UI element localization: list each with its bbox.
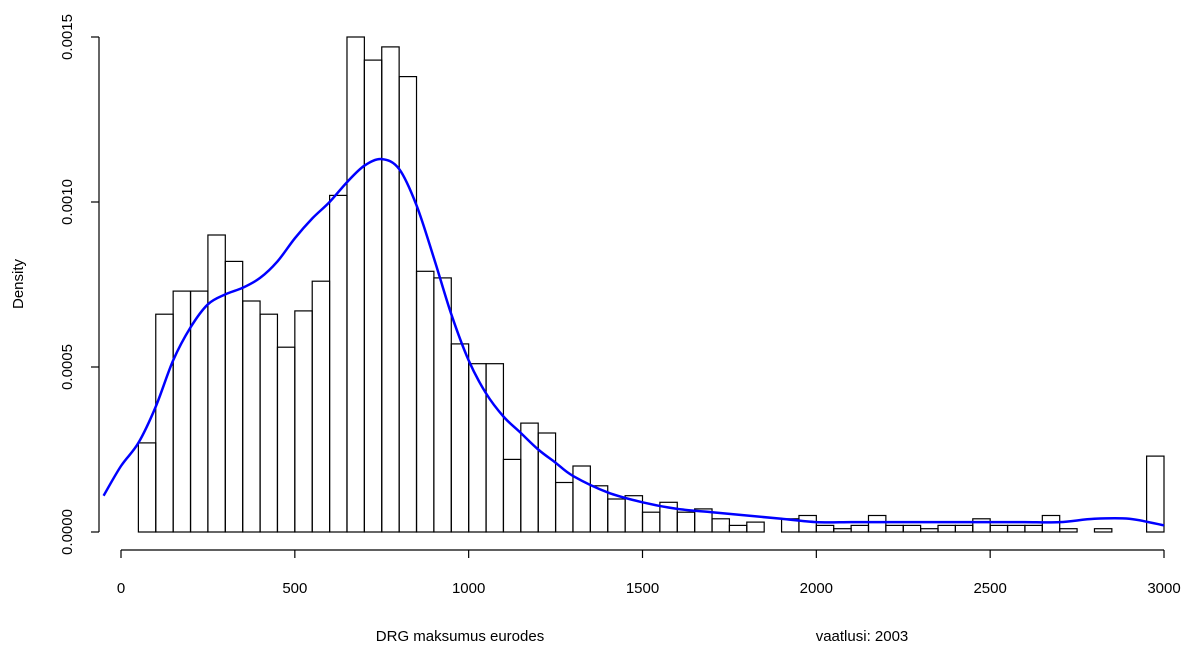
histogram-bar (572, 465, 591, 533)
histogram-bar (450, 343, 470, 533)
x-axis-label: DRG maksumus eurodes (376, 628, 544, 645)
y-tick-label: 0.0000 (59, 509, 76, 555)
histogram-bar (972, 518, 991, 533)
y-tick-label: 0.0015 (59, 14, 76, 60)
y-tick-label: 0.0010 (59, 179, 76, 225)
histogram-bar (433, 277, 452, 533)
x-tick-label: 3000 (1147, 580, 1180, 597)
histogram-bar (520, 422, 539, 533)
histogram-bar (294, 310, 313, 533)
histogram-bar (937, 524, 956, 533)
histogram-bar (242, 300, 261, 533)
histogram-bar (554, 481, 574, 533)
histogram-bar (1006, 524, 1026, 533)
histogram-bar (172, 290, 192, 533)
histogram-bar (798, 514, 817, 533)
histogram-bar (1146, 455, 1165, 533)
histogram-bar (224, 260, 244, 533)
histogram-bar (502, 458, 522, 533)
histogram-bar (259, 313, 279, 533)
histogram-bar (989, 524, 1009, 533)
x-tick-label: 2000 (800, 580, 833, 597)
histogram-bar (885, 524, 904, 533)
histogram-bar (1024, 524, 1043, 533)
histogram-bar (155, 313, 174, 533)
histogram-bar (1041, 514, 1061, 533)
y-axis: 0.0000 0.0005 0.0010 0.0015 (59, 14, 100, 555)
x-tick-label: 500 (282, 580, 307, 597)
histogram-bar (329, 194, 348, 533)
histogram-bar (902, 524, 922, 533)
histogram-bar (867, 514, 887, 533)
histogram-bar (537, 432, 557, 533)
histogram-bar (815, 524, 835, 533)
histogram-bar (311, 280, 331, 533)
histogram-bar (381, 46, 400, 533)
histogram-bar (954, 524, 974, 533)
histogram-bar (363, 59, 383, 533)
histogram-bar (207, 234, 226, 533)
histogram-bar (137, 442, 157, 533)
histogram-bars (137, 36, 1165, 533)
histogram-bar (676, 511, 696, 533)
histogram-bar (1059, 528, 1078, 533)
histogram-bar (728, 524, 748, 533)
density-curve (102, 157, 1165, 527)
histogram-bar (746, 521, 765, 533)
x-tick-label: 1000 (452, 580, 485, 597)
histogram-bar (641, 511, 661, 533)
histogram-bar (1093, 528, 1113, 533)
histogram-bar (920, 528, 939, 533)
histogram-bar (485, 363, 505, 533)
y-axis-label: Density (10, 258, 27, 309)
histogram-bar (276, 346, 296, 533)
histogram-bar (833, 528, 852, 533)
x-tick-label: 1500 (626, 580, 659, 597)
observation-count-annotation: vaatlusi: 2003 (816, 628, 909, 645)
y-tick-label: 0.0005 (59, 344, 76, 390)
histogram-bar (398, 75, 418, 533)
histogram-bar (346, 36, 365, 533)
histogram-bar (415, 270, 435, 533)
x-axis: 0 500 1000 1500 2000 2500 3000 (117, 549, 1181, 597)
x-tick-label: 2500 (973, 580, 1006, 597)
histogram-bar (607, 498, 626, 533)
histogram-bar (850, 524, 870, 533)
x-tick-label: 0 (117, 580, 125, 597)
histogram-bar (711, 518, 731, 533)
histogram-bar (189, 290, 209, 533)
